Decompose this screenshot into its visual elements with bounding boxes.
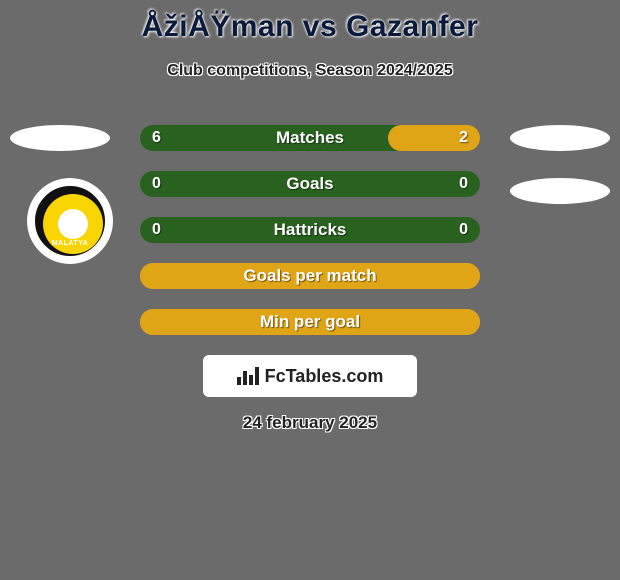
stat-row: Goals per match <box>0 263 620 289</box>
page-title: ÅžiÅŸman vs Gazanfer <box>0 0 620 44</box>
stat-label: Min per goal <box>140 309 480 335</box>
left-value: 6 <box>152 125 161 151</box>
stat-label: Matches <box>140 125 480 151</box>
stat-row: Min per goal <box>0 309 620 335</box>
branding-text: FcTables.com <box>265 366 384 387</box>
stat-label: Hattricks <box>140 217 480 243</box>
left-value: 0 <box>152 171 161 197</box>
comparison-infographic: ÅžiÅŸman vs Gazanfer Club competitions, … <box>0 0 620 580</box>
comparison-rows: Matches62Goals00Hattricks00Goals per mat… <box>0 125 620 335</box>
date-text: 24 february 2025 <box>0 413 620 433</box>
left-value: 0 <box>152 217 161 243</box>
stat-row: Matches6 2 <box>0 125 620 151</box>
stat-label: Goals per match <box>140 263 480 289</box>
branding-box: FcTables.com <box>203 355 417 397</box>
stat-label: Goals <box>140 171 480 197</box>
right-value: 0 <box>459 217 468 243</box>
right-value: 2 <box>459 125 468 151</box>
subtitle: Club competitions, Season 2024/2025 <box>0 62 620 80</box>
bar-chart-icon <box>237 367 259 385</box>
right-value: 0 <box>459 171 468 197</box>
stat-row: Hattricks0 0 <box>0 217 620 243</box>
stat-row: Goals0 0 <box>0 171 620 197</box>
